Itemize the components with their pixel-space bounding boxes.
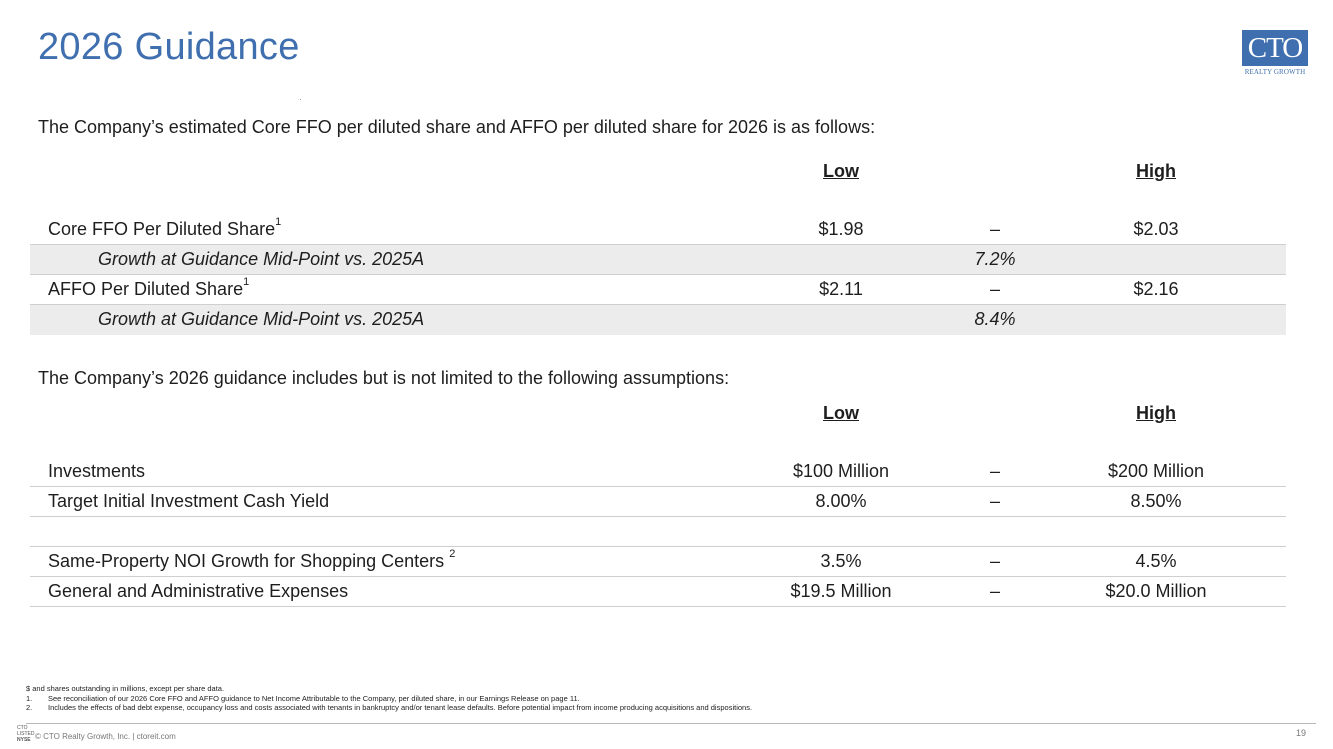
section1-intro: The Company’s estimated Core FFO per dil… bbox=[38, 117, 876, 137]
section1-low-header: Low bbox=[823, 161, 859, 181]
low-value: $2.11 bbox=[819, 279, 863, 299]
footer-copyright: © CTO Realty Growth, Inc. | ctoreit.com bbox=[35, 732, 176, 741]
table-row-noi-growth: Same-Property NOI Growth for Shopping Ce… bbox=[30, 547, 1286, 577]
range-dash: – bbox=[989, 581, 1000, 601]
section2-high-header: High bbox=[1136, 403, 1176, 423]
company-logo: CTO REALTY GROWTH bbox=[1240, 30, 1310, 80]
table-row-g-and-a: General and Administrative Expenses $19.… bbox=[30, 577, 1286, 607]
table-row-investments: Investments $100 Million – $200 Million bbox=[30, 457, 1286, 487]
section2-low-header: Low bbox=[823, 403, 859, 423]
high-value: 4.5% bbox=[1135, 551, 1177, 571]
table-row-cash-yield: Target Initial Investment Cash Yield 8.0… bbox=[30, 487, 1286, 517]
page-number: 19 bbox=[1296, 728, 1307, 738]
row-label: Core FFO Per Diluted Share1 bbox=[48, 216, 282, 239]
footnote-1: 1. See reconciliation of our 2026 Core F… bbox=[26, 693, 580, 703]
row-label: Growth at Guidance Mid-Point vs. 2025A bbox=[98, 249, 425, 269]
range-dash: – bbox=[989, 219, 1000, 239]
range-dash: – bbox=[989, 551, 1000, 571]
table-row-affo-growth: Growth at Guidance Mid-Point vs. 2025A 8… bbox=[30, 305, 1286, 335]
midpoint-growth: 7.2% bbox=[974, 249, 1016, 269]
logo-tagline: REALTY GROWTH bbox=[1244, 68, 1306, 76]
row-label: Target Initial Investment Cash Yield bbox=[48, 491, 330, 511]
row-label: AFFO Per Diluted Share1 bbox=[48, 276, 250, 299]
low-value: 8.00% bbox=[815, 491, 867, 511]
row-label: Investments bbox=[48, 461, 146, 481]
high-value: $2.03 bbox=[1133, 219, 1179, 239]
range-dash: – bbox=[989, 461, 1000, 481]
section2-intro: The Company’s 2026 guidance includes but… bbox=[38, 368, 730, 388]
footnotes: $ and shares outstanding in millions, ex… bbox=[26, 684, 752, 713]
nyse-listed-logo: CTO LISTED NYSE bbox=[17, 725, 35, 743]
section1-high-header: High bbox=[1136, 161, 1176, 181]
low-value: 3.5% bbox=[820, 551, 862, 571]
high-value: $20.0 Million bbox=[1105, 581, 1207, 601]
row-label: Same-Property NOI Growth for Shopping Ce… bbox=[48, 548, 456, 571]
high-value: $200 Million bbox=[1107, 461, 1205, 481]
table-row-affo: AFFO Per Diluted Share1 $2.11 – $2.16 bbox=[30, 275, 1286, 305]
logo-mark: CTO bbox=[1242, 30, 1308, 66]
low-value: $100 Million bbox=[792, 461, 890, 481]
footnote-intro: $ and shares outstanding in millions, ex… bbox=[26, 684, 225, 693]
low-value: $1.98 bbox=[818, 219, 864, 239]
high-value: 8.50% bbox=[1130, 491, 1182, 511]
high-value: $2.16 bbox=[1133, 279, 1179, 299]
table-row-core-ffo: Core FFO Per Diluted Share1 $1.98 – $2.0… bbox=[30, 215, 1286, 245]
footnote-2: 2. Includes the effects of bad debt expe… bbox=[26, 703, 753, 712]
row-label: Growth at Guidance Mid-Point vs. 2025A bbox=[98, 309, 425, 329]
midpoint-growth: 8.4% bbox=[974, 309, 1016, 329]
page-title: 2026 Guidance bbox=[38, 26, 300, 68]
range-dash: – bbox=[989, 491, 1000, 511]
low-value: $19.5 Million bbox=[790, 581, 892, 601]
footer-divider bbox=[26, 723, 1316, 724]
table-row-spacer bbox=[30, 517, 1286, 547]
row-label: General and Administrative Expenses bbox=[48, 581, 349, 601]
range-dash: – bbox=[989, 279, 1000, 299]
stray-dot bbox=[300, 99, 301, 100]
table-row-core-ffo-growth: Growth at Guidance Mid-Point vs. 2025A 7… bbox=[30, 245, 1286, 275]
